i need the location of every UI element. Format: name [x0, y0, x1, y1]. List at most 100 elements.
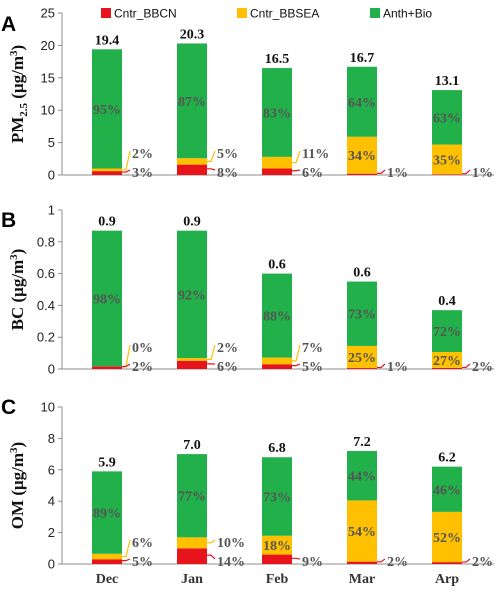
bar-bbcn — [177, 548, 207, 564]
total-label: 20.3 — [180, 27, 205, 42]
leader-bbsea — [292, 150, 301, 164]
pct-bbsea-label: 5% — [217, 147, 238, 162]
pct-anth-label: 89% — [93, 507, 121, 522]
bar-anth — [177, 43, 207, 159]
y-tick-label: 0 — [48, 557, 55, 572]
pct-anth-label: 98% — [93, 292, 121, 307]
bar-bbcn — [177, 164, 207, 175]
bar-anth — [92, 230, 122, 367]
panel-label: A — [1, 13, 16, 36]
leader-bbcn — [462, 169, 471, 175]
total-label: 0.9 — [183, 215, 201, 230]
bar-bbcn — [432, 367, 462, 369]
y-tick-label: 8 — [48, 431, 55, 446]
leader-bbsea — [122, 539, 131, 558]
leader-bbcn — [122, 169, 131, 173]
leader-bbsea — [122, 150, 131, 171]
leader-bbsea — [207, 344, 216, 360]
total-label: 16.5 — [265, 52, 290, 67]
pct-bbcn-label: 2% — [472, 360, 493, 375]
pct-anth-label: 87% — [178, 95, 206, 110]
bar-bbcn — [347, 561, 377, 564]
panel-label: B — [1, 209, 16, 232]
pct-bbsea-label: 6% — [132, 536, 153, 551]
bar-bbcn — [432, 562, 462, 564]
total-label: 7.0 — [183, 438, 201, 453]
total-label: 13.1 — [435, 74, 460, 89]
pct-bbsea-label: 7% — [302, 341, 323, 356]
y-tick-label: 15 — [41, 70, 55, 85]
bar-bbsea — [347, 500, 377, 562]
pct-bbsea-label: 2% — [132, 147, 153, 162]
x-tick-label: Jan — [181, 572, 203, 587]
bar-bbsea — [92, 553, 122, 560]
total-label: 0.4 — [438, 294, 456, 309]
pct-anth-label: 72% — [433, 325, 461, 340]
x-tick-label: Feb — [266, 572, 289, 587]
pct-bbsea-label: 52% — [433, 531, 461, 546]
total-label: 7.2 — [353, 435, 371, 450]
bar-bbsea — [347, 136, 377, 174]
leader-bbcn — [207, 168, 216, 171]
leader-bbcn — [207, 554, 216, 560]
pct-bbsea-label: 34% — [348, 149, 376, 164]
leader-bbsea — [292, 344, 301, 362]
total-label: 19.4 — [95, 33, 120, 48]
y-tick-label: 25 — [41, 6, 55, 21]
pct-anth-label: 92% — [178, 288, 206, 303]
pct-bbsea-label: 11% — [302, 147, 329, 162]
bar-anth — [432, 310, 462, 352]
pct-bbcn-label: 1% — [387, 360, 408, 375]
y-tick-label: 0.6 — [37, 266, 55, 281]
pct-bbcn-label: 6% — [302, 166, 323, 181]
leader-bbcn — [377, 169, 386, 174]
leader-bbsea — [207, 150, 216, 162]
y-tick-label: 10 — [41, 103, 55, 118]
leader-bbcn — [292, 363, 301, 367]
legend-label: Anth+Bio — [383, 7, 432, 21]
leader-bbcn — [292, 169, 301, 172]
total-label: 6.2 — [438, 451, 456, 466]
total-label: 16.7 — [350, 51, 375, 66]
bar-bbsea — [432, 144, 462, 175]
y-tick-label: 10 — [41, 400, 55, 415]
pct-bbsea-label: 25% — [348, 351, 376, 366]
pct-anth-label: 73% — [348, 308, 376, 323]
pct-anth-label: 46% — [433, 483, 461, 498]
pct-bbcn-label: 2% — [387, 555, 408, 570]
leader-bbcn — [377, 558, 386, 563]
y-tick-label: 0.8 — [37, 234, 55, 249]
leader-bbcn — [292, 557, 301, 560]
pct-bbcn-label: 14% — [217, 555, 245, 570]
y-axis-label: OM (μg/m3) — [8, 442, 27, 529]
bar-bbsea — [262, 156, 292, 169]
bar-bbcn — [177, 360, 207, 369]
legend-label: Cntr_BBCN — [114, 7, 177, 21]
pct-anth-label: 88% — [263, 310, 291, 325]
bar-anth — [347, 66, 377, 137]
total-label: 6.8 — [268, 441, 286, 456]
bar-bbsea — [92, 168, 122, 172]
pct-anth-label: 77% — [178, 490, 206, 505]
bar-anth — [432, 466, 462, 512]
bar-bbcn — [262, 554, 292, 564]
pct-bbcn-label: 5% — [302, 360, 323, 375]
pct-anth-label: 63% — [433, 111, 461, 126]
pct-bbsea-label: 54% — [348, 525, 376, 540]
y-tick-label: 4 — [48, 494, 55, 509]
total-label: 5.9 — [98, 455, 116, 470]
bar-anth — [347, 281, 377, 346]
leader-bbsea — [122, 344, 131, 367]
bar-anth — [262, 273, 292, 358]
bar-anth — [92, 471, 122, 554]
pct-bbsea-label: 27% — [433, 354, 461, 369]
bar-bbcn — [92, 366, 122, 369]
bar-bbsea — [347, 345, 377, 369]
total-label: 0.9 — [98, 215, 116, 230]
total-label: 0.6 — [268, 258, 286, 273]
y-tick-label: 0.4 — [37, 298, 55, 313]
pct-bbcn-label: 2% — [132, 360, 153, 375]
leader-bbcn — [462, 558, 471, 563]
bar-bbcn — [92, 559, 122, 564]
